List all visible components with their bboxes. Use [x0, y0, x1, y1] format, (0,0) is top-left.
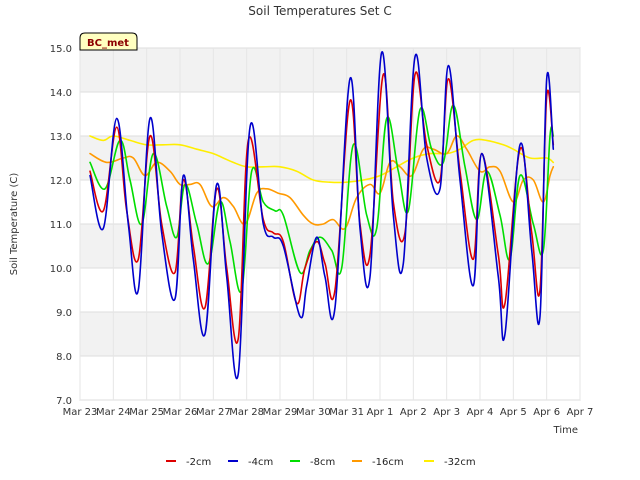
legend: -2cm -4cm -8cm -16cm -32cm [166, 457, 476, 468]
legend-item: -4cm [228, 457, 273, 468]
x-tick-label: Mar 30 [296, 407, 331, 418]
x-tick-label: Mar 27 [196, 407, 231, 418]
x-tick-label: Mar 31 [329, 407, 364, 418]
y-tick-label: 12.0 [50, 176, 72, 187]
y-tick-label: 14.0 [50, 88, 72, 99]
grid-band [80, 312, 580, 356]
x-tick-label: Mar 26 [163, 407, 198, 418]
site-badge: BC_met [79, 32, 138, 51]
legend-item: -8cm [290, 457, 335, 468]
x-tick-label: Apr 1 [367, 407, 394, 418]
series-line-neg32cm [89, 135, 555, 184]
x-tick-label: Mar 23 [63, 407, 98, 418]
y-tick-label: 11.0 [50, 220, 72, 231]
x-tick-label: Mar 24 [96, 407, 131, 418]
series-line-neg16cm [89, 135, 555, 231]
x-tick-label: Apr 6 [533, 407, 560, 418]
y-axis-label: Soil Temperature (C) [9, 173, 20, 276]
y-tick-label: 9.0 [56, 308, 72, 319]
y-tick-label: 13.0 [50, 132, 72, 143]
series-lines [89, 51, 555, 380]
legend-label: -8cm [310, 457, 335, 468]
y-tick-label: 10.0 [50, 264, 72, 275]
x-tick-label: Mar 25 [129, 407, 164, 418]
x-tick-label: Apr 2 [400, 407, 427, 418]
x-tick-label: Mar 29 [263, 407, 298, 418]
x-tick-label: Apr 4 [467, 407, 494, 418]
x-tick-label: Apr 5 [500, 407, 527, 418]
y-tick-label: 15.0 [50, 44, 72, 55]
y-tick-label: 7.0 [56, 396, 72, 407]
y-axis-ticks: 7.0 8.0 9.0 10.0 11.0 12.0 13.0 14.0 15.0 [50, 44, 72, 407]
x-tick-label: Apr 7 [567, 407, 594, 418]
legend-label: -32cm [444, 457, 476, 468]
series-line-neg4cm [89, 51, 555, 380]
legend-item: -16cm [352, 457, 404, 468]
legend-label: -16cm [372, 457, 404, 468]
legend-label: -2cm [186, 457, 211, 468]
legend-label: -4cm [248, 457, 273, 468]
grid-band [80, 48, 580, 92]
chart-title: Soil Temperatures Set C [248, 4, 391, 18]
x-tick-label: Apr 3 [433, 407, 460, 418]
x-tick-label: Mar 28 [229, 407, 264, 418]
site-badge-label: BC_met [87, 38, 129, 49]
x-axis-label: Time [553, 425, 578, 436]
legend-item: -32cm [424, 457, 476, 468]
y-tick-label: 8.0 [56, 352, 72, 363]
legend-item: -2cm [166, 457, 211, 468]
